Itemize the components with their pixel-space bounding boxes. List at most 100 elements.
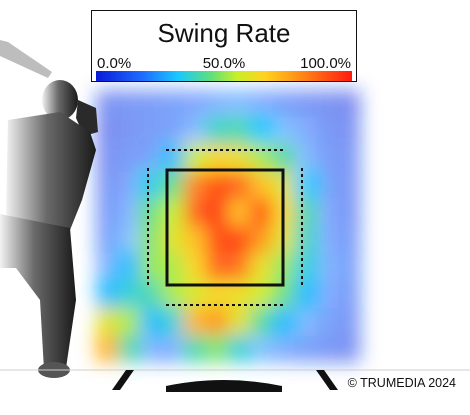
strike-zone <box>165 168 285 287</box>
heat-cell <box>162 280 185 309</box>
heat-cell <box>228 226 251 254</box>
heat-cell <box>206 226 229 254</box>
heat-cell <box>118 253 141 281</box>
heat-cell <box>294 280 317 309</box>
heat-cell <box>338 198 361 227</box>
heat-cell <box>294 90 317 118</box>
heat-cell <box>316 90 339 118</box>
heat-cell <box>162 144 185 173</box>
heat-cell <box>338 334 361 363</box>
heat-cell <box>206 334 229 363</box>
legend-tick-min: 0.0% <box>97 55 132 72</box>
heat-cell <box>184 253 207 281</box>
heat-cell <box>206 253 229 281</box>
heat-cell <box>228 198 251 227</box>
heat-cell <box>96 90 119 118</box>
heat-cell <box>294 253 317 281</box>
heat-cell <box>228 253 251 281</box>
heat-cell <box>250 307 273 336</box>
heat-cell <box>338 90 361 118</box>
heat-cell <box>228 171 251 200</box>
heat-cell <box>338 253 361 281</box>
heat-cell <box>184 198 207 227</box>
legend-tick-max: 100.0% <box>300 55 351 72</box>
heat-cell <box>250 171 273 200</box>
batter-box-right <box>316 370 338 390</box>
heat-cell <box>316 171 339 200</box>
heat-cell <box>162 334 185 363</box>
heat-cell <box>162 171 185 200</box>
heat-cell <box>272 90 295 118</box>
heat-cell <box>294 226 317 254</box>
heat-cell <box>184 117 207 145</box>
heat-cell <box>140 171 163 200</box>
heat-cell <box>206 198 229 227</box>
heat-cell <box>184 334 207 363</box>
heat-cell <box>338 226 361 254</box>
heat-cell <box>272 117 295 145</box>
heat-cell <box>294 307 317 336</box>
legend-tick-mid: 50.0% <box>202 55 246 72</box>
heat-cell <box>316 307 339 336</box>
heat-cell <box>294 334 317 363</box>
heat-cell <box>316 226 339 254</box>
legend-colorbar <box>96 71 352 81</box>
heat-cell <box>162 307 185 336</box>
source-credit: © TRUMEDIA 2024 <box>347 376 456 390</box>
heat-cell <box>184 171 207 200</box>
heat-cell <box>250 90 273 118</box>
color-legend: Swing Rate 0.0% 50.0% 100.0% <box>91 10 357 82</box>
heat-cell <box>294 171 317 200</box>
heat-cell <box>250 144 273 173</box>
heat-cell <box>140 90 163 118</box>
heat-cell <box>316 117 339 145</box>
heat-cell <box>272 280 295 309</box>
chart-title: Swing Rate <box>157 18 291 48</box>
heat-cell <box>228 280 251 309</box>
heat-cell <box>316 144 339 173</box>
heat-cell <box>206 90 229 118</box>
heat-cell <box>294 198 317 227</box>
heat-cell <box>206 280 229 309</box>
heat-cell <box>184 226 207 254</box>
heat-cell <box>250 253 273 281</box>
heat-cell <box>140 307 163 336</box>
heat-cell <box>228 307 251 336</box>
heat-cell <box>316 253 339 281</box>
heat-cell <box>96 198 119 227</box>
heat-cell <box>140 226 163 254</box>
heat-cell <box>316 198 339 227</box>
heat-cell <box>118 307 141 336</box>
heat-cell <box>250 226 273 254</box>
heat-cell <box>272 334 295 363</box>
heat-cell <box>96 171 119 200</box>
heat-cell <box>338 117 361 145</box>
heat-cell <box>140 334 163 363</box>
heat-cell <box>206 171 229 200</box>
heat-cell <box>338 171 361 200</box>
heat-cell <box>338 144 361 173</box>
heat-cell <box>96 334 119 363</box>
heat-cell <box>316 280 339 309</box>
batter-silhouette <box>0 40 98 378</box>
heat-cell <box>162 117 185 145</box>
home-plate <box>166 380 282 392</box>
heat-cell <box>184 144 207 173</box>
heat-cell <box>250 280 273 309</box>
heat-cell <box>338 280 361 309</box>
heat-cell <box>316 334 339 363</box>
heat-cell <box>228 334 251 363</box>
heat-cell <box>96 117 119 145</box>
heat-cell <box>294 144 317 173</box>
heat-cell <box>228 90 251 118</box>
heat-cell <box>118 334 141 363</box>
heat-cell <box>140 144 163 173</box>
heat-cell <box>206 117 229 145</box>
heat-cell <box>96 253 119 281</box>
heat-cell <box>228 117 251 145</box>
heat-cell <box>206 144 229 173</box>
heat-cell <box>294 117 317 145</box>
heat-cell <box>250 334 273 363</box>
heat-cell <box>118 198 141 227</box>
